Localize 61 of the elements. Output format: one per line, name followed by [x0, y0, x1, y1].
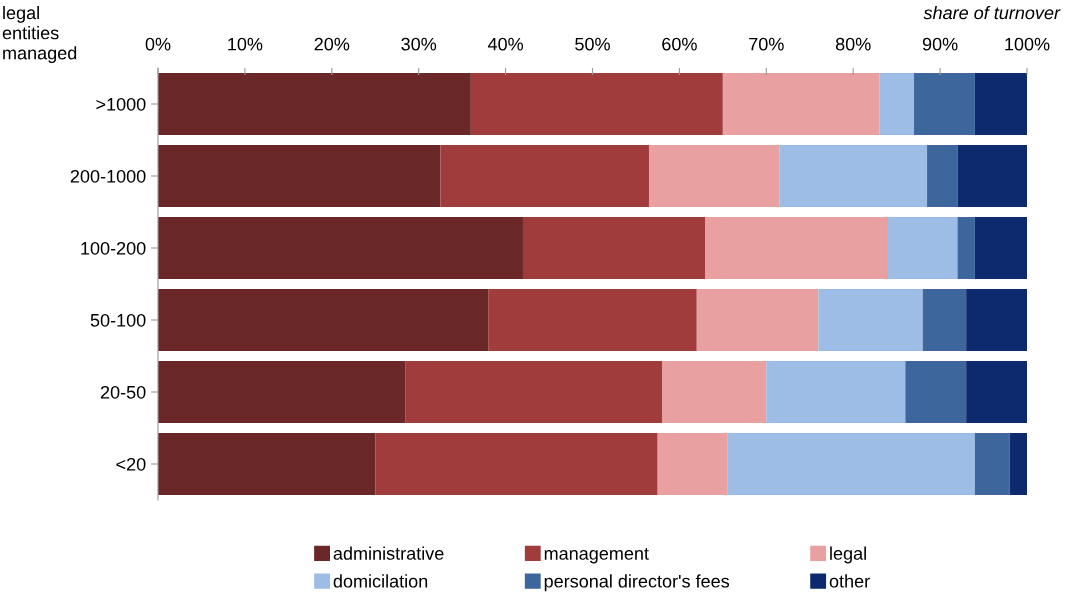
legend-label: domicilation — [333, 574, 428, 588]
bar — [440, 145, 649, 207]
bar — [375, 433, 658, 495]
x-tick-label: 70% — [749, 37, 784, 51]
legend-label: personal director's fees — [544, 574, 730, 592]
bar — [766, 361, 906, 423]
x-tick-label: 30% — [401, 37, 437, 51]
y-axis-title: legal entities managed — [2, 6, 77, 64]
bar — [927, 145, 958, 207]
bar — [158, 433, 376, 495]
bar — [1009, 433, 1027, 495]
y-tick-label: 100-200 — [81, 241, 146, 255]
bar — [648, 145, 780, 207]
bar — [722, 73, 880, 135]
y-tick-label: 20-50 — [100, 385, 146, 399]
bar — [158, 145, 441, 207]
x-tick-label: 10% — [228, 37, 263, 51]
x-axis-title: share of turnover — [923, 6, 1061, 20]
bar — [974, 73, 1027, 135]
bar — [405, 361, 663, 423]
bar — [488, 289, 697, 351]
bar — [158, 289, 489, 351]
bar — [158, 361, 406, 423]
x-tick-label: 20% — [314, 37, 350, 51]
bar — [966, 289, 1027, 351]
bar — [914, 73, 975, 135]
bar — [957, 217, 975, 279]
legend-label: other — [829, 574, 870, 588]
bar — [818, 289, 923, 351]
bar — [522, 217, 706, 279]
bar — [974, 433, 1010, 495]
bar — [974, 217, 1027, 279]
bar — [922, 289, 967, 351]
y-tick-label: >1000 — [96, 97, 146, 111]
y-tick-label: 50-100 — [90, 313, 146, 327]
x-tick-label: 80% — [835, 37, 871, 51]
x-tick-label: 50% — [575, 37, 610, 51]
x-tick-label: 40% — [487, 37, 524, 51]
bar — [657, 433, 728, 495]
bar — [879, 73, 915, 135]
legend-label: legal — [830, 546, 866, 564]
bar — [887, 217, 958, 279]
bar — [662, 361, 767, 423]
bar — [966, 361, 1027, 423]
bar — [705, 217, 888, 279]
bar — [470, 73, 723, 135]
bar — [957, 145, 1027, 207]
x-tick-label: 0% — [145, 37, 171, 51]
legend-label: administrative — [333, 546, 444, 560]
x-tick-label: 100% — [1005, 37, 1050, 51]
y-tick-label: 200-1000 — [70, 169, 146, 183]
bar — [727, 433, 975, 495]
bar — [696, 289, 819, 351]
bar — [779, 145, 928, 207]
y-tick-label: <20 — [116, 457, 146, 471]
bar — [158, 73, 471, 135]
bar — [158, 217, 523, 279]
x-tick-label: 60% — [662, 37, 697, 51]
legend-label: management — [544, 548, 649, 564]
x-tick-label: 90% — [922, 37, 958, 51]
bar — [905, 361, 967, 423]
